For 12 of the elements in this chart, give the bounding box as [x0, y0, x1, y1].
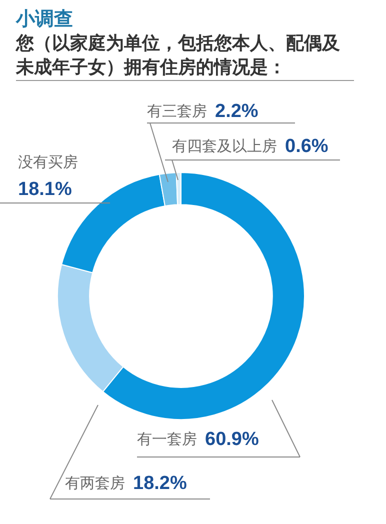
chart-subtitle: 您（以家庭为单位，包括您本人、配偶及未成年子女）拥有住房的情况是：: [16, 32, 341, 80]
slice-label: 有三套房: [147, 102, 207, 120]
data-label: 0.6%: [285, 136, 328, 158]
slice-label: 有一套房: [137, 430, 197, 448]
slice-label: 有四套及以上房: [172, 136, 277, 155]
slice-label: 有两套房: [65, 474, 125, 492]
data-label: 2.2%: [215, 101, 258, 122]
chart-title: 小调查: [16, 7, 73, 32]
data-label: 18.2%: [133, 473, 187, 494]
data-label: 18.1%: [18, 179, 72, 200]
data-label: 60.9%: [205, 429, 259, 450]
slice-label: 没有买房: [18, 152, 78, 171]
